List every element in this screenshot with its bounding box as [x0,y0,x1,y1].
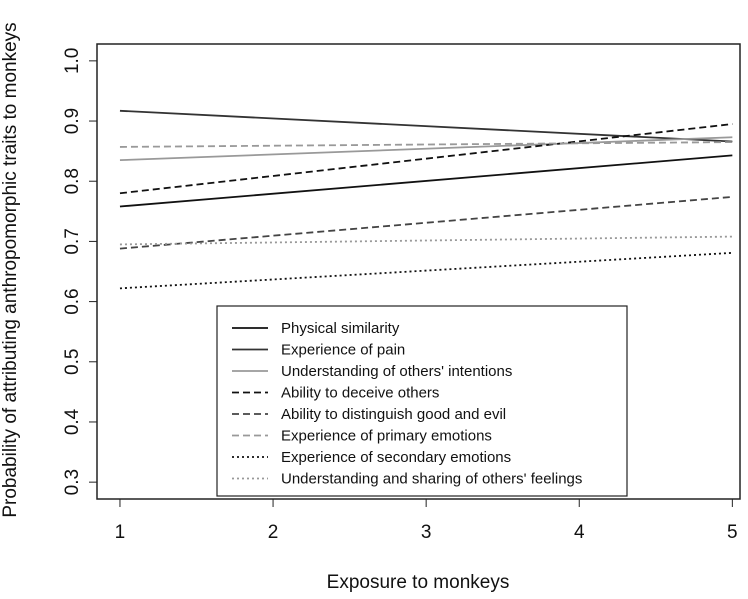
y-tick-label: 0.4 [62,408,83,435]
x-tick-label: 2 [268,522,279,543]
series-line [119,109,733,143]
x-tick-label: 5 [727,522,738,543]
y-tick-label: 0.9 [62,108,83,134]
legend-label: Experience of secondary emotions [281,449,511,466]
legend-label: Experience of pain [281,342,405,359]
legend-box [216,305,628,497]
y-tick-label: 0.5 [62,349,83,375]
legend-label: Physical similarity [281,320,400,337]
legend-label: Experience of primary emotions [281,428,492,445]
y-axis-label: Probability of attributing anthropomorph… [0,22,21,517]
x-axis-label: Exposure to monkeys [327,572,510,593]
y-tick-label: 1.0 [62,48,83,74]
y-tick-label: 0.6 [62,288,83,314]
legend-label: Ability to deceive others [281,385,439,402]
series-line [119,195,733,250]
x-tick-label: 4 [574,522,585,543]
series-line [119,235,733,246]
x-tick-label: 3 [421,522,432,543]
legend-label: Ability to distinguish good and evil [281,406,506,423]
series-line [119,136,733,162]
y-axis: 0.3 0.4 0.5 0.6 0.7 0.8 0.9 1.0 [62,48,98,495]
y-tick-label: 0.8 [62,168,83,194]
y-tick-label: 0.7 [62,228,83,254]
x-tick-label: 1 [115,522,126,543]
series-line [119,141,733,148]
series-line [119,123,733,195]
legend-label: Understanding of others' intentions [281,363,512,380]
x-axis: 1 2 3 4 5 [115,498,738,543]
series-line [119,251,733,290]
legend-label: Understanding and sharing of others' fee… [281,471,582,488]
y-tick-label: 0.3 [62,469,83,495]
legend: Physical similarity Experience of pain Und… [216,305,628,497]
series-line [119,154,733,208]
